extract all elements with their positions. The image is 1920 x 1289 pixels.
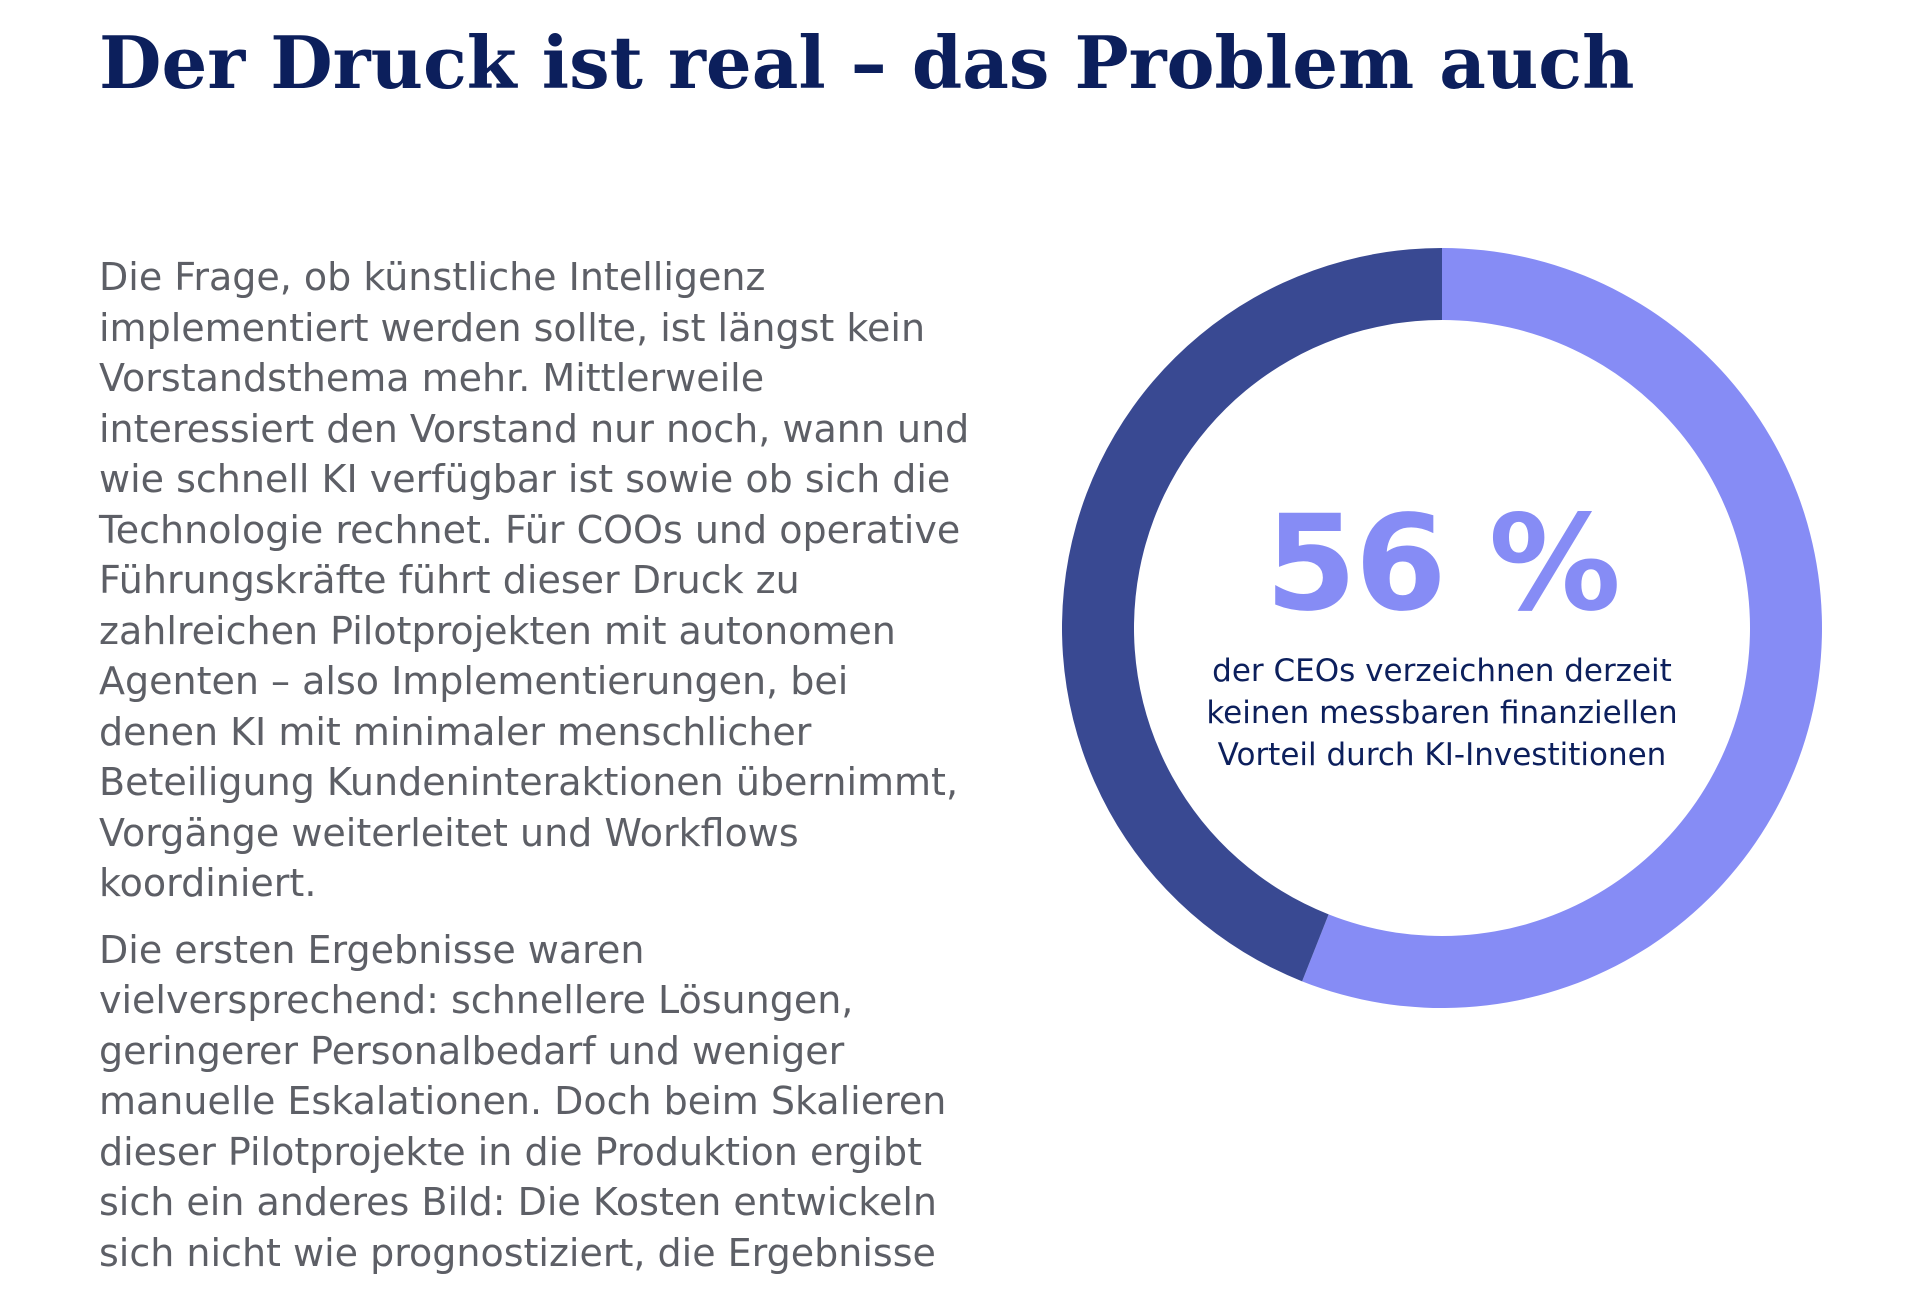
donut-chart: 56 % der CEOs verzeichnen derzeit keinen… <box>1062 248 1822 1008</box>
stat-caption: der CEOs verzeichnen derzeit keinen mess… <box>1206 653 1678 773</box>
donut-slice-2 <box>1062 248 1442 982</box>
donut-chart-svg <box>1062 248 1822 1008</box>
donut-slice-1 <box>1302 248 1822 1008</box>
body-paragraph-1: Die Frage, ob künstliche Intelligenz imp… <box>99 255 970 905</box>
page-title: Der Druck ist real – das Problem auch <box>99 20 1635 105</box>
donut-center: 56 % der CEOs verzeichnen derzeit keinen… <box>1192 498 1692 776</box>
stat-value: 56 % <box>1265 487 1621 641</box>
body-text: Die Frage, ob künstliche Intelligenz imp… <box>99 252 979 1289</box>
body-paragraph-2: Die ersten Ergebnisse waren vielversprec… <box>99 927 947 1275</box>
